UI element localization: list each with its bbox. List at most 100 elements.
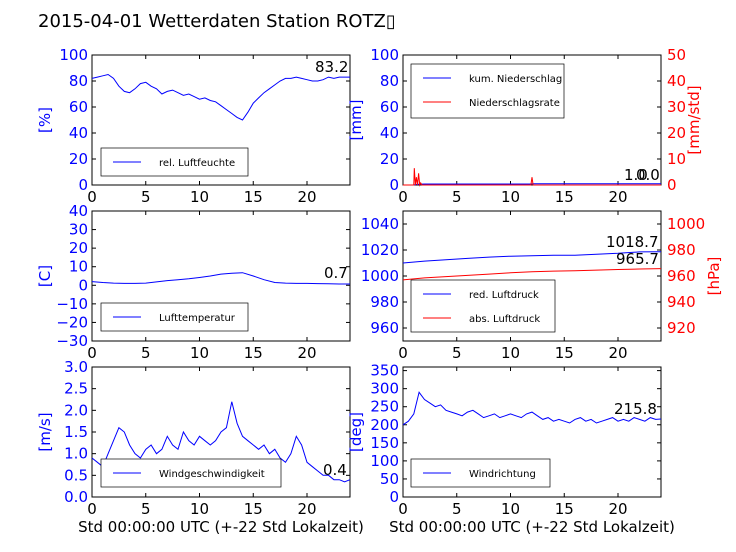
series-line-humidity-0 bbox=[91, 73, 350, 121]
y-tick-label: 100 bbox=[370, 46, 399, 64]
y-tick-label: 1020 bbox=[361, 241, 399, 259]
y-tick-label: 0 bbox=[78, 176, 88, 194]
x-tick-label: 10 bbox=[501, 500, 520, 518]
chart-title: 2015-04-01 Wetterdaten Station ROTZ▯ bbox=[38, 11, 396, 32]
series-line-pressure-1 bbox=[402, 268, 662, 281]
legend-label: rel. Luftfeuchte bbox=[159, 158, 235, 169]
x-tick-label: 20 bbox=[608, 344, 627, 362]
y-tick-label: 0.0 bbox=[64, 488, 88, 506]
chart-panel-humidity: 0 5 10 15 20 0 20 40 60 80 100 [%] rel. Luftfeuchte 8… bbox=[36, 46, 351, 206]
y-tick-label: 20 bbox=[380, 150, 399, 168]
y-tick-label: 100 bbox=[59, 46, 88, 64]
x-tick-label: 15 bbox=[555, 188, 574, 206]
x-tick-label: 5 bbox=[141, 500, 151, 518]
series-line-wind-0 bbox=[91, 401, 351, 483]
y-tick-label: −30 bbox=[56, 332, 88, 350]
y-tick-label: 30 bbox=[69, 221, 88, 239]
readout-value: 0.7 bbox=[324, 264, 348, 282]
y-tick-label: 60 bbox=[69, 98, 88, 116]
x-tick-label: 5 bbox=[141, 344, 151, 362]
x-tick-label: 15 bbox=[555, 344, 574, 362]
readout-value: 0.4 bbox=[323, 461, 347, 479]
y-tick-label: 250 bbox=[370, 398, 399, 416]
series-line-direction-0 bbox=[402, 391, 662, 426]
y-tick-label: 1000 bbox=[361, 267, 399, 285]
y-axis-label: [C] bbox=[36, 265, 54, 287]
x-tick-label: 0 bbox=[87, 344, 97, 362]
y2-tick-label: 20 bbox=[667, 124, 686, 142]
y-axis-label: [m/s] bbox=[36, 412, 54, 451]
legend-label: abs. Luftdruck bbox=[469, 314, 540, 325]
x-tick-label: 15 bbox=[555, 500, 574, 518]
x-tick-label: 5 bbox=[452, 500, 462, 518]
x-tick-label: 0 bbox=[87, 188, 97, 206]
x-tick-label: 0 bbox=[398, 500, 408, 518]
y2-tick-label: 0 bbox=[667, 176, 677, 194]
legend-label: Lufttemperatur bbox=[159, 313, 236, 324]
series-line-pressure-0 bbox=[402, 251, 662, 264]
legend-label: Windrichtung bbox=[469, 469, 536, 480]
x-axis-label: Std 00:00:00 UTC (+-22 Std Lokalzeit) bbox=[389, 518, 675, 536]
y2-tick-label: 980 bbox=[667, 241, 696, 259]
series-line-precip-1 bbox=[403, 168, 661, 187]
y2-tick-label: 960 bbox=[667, 267, 696, 285]
x-tick-label: 5 bbox=[452, 344, 462, 362]
y-tick-label: −20 bbox=[56, 313, 88, 331]
y-tick-label: 200 bbox=[370, 416, 399, 434]
x-tick-label: 5 bbox=[141, 188, 151, 206]
readout-value: 0.0 bbox=[636, 166, 660, 184]
x-tick-label: 10 bbox=[190, 188, 209, 206]
y2-tick-label: 50 bbox=[667, 46, 686, 64]
x-axis-label: Std 00:00:00 UTC (+-22 Std Lokalzeit) bbox=[78, 518, 364, 536]
y2-tick-label: 920 bbox=[667, 319, 696, 337]
y-tick-label: 1.5 bbox=[64, 423, 88, 441]
y-tick-label: 50 bbox=[380, 470, 399, 488]
y-axis-label: [deg] bbox=[347, 412, 365, 452]
y-tick-label: 80 bbox=[69, 72, 88, 90]
chart-panel-pressure: 0 5 10 15 20 960 980 1000 1020 1040 920 940 960 980 10… bbox=[361, 210, 723, 362]
x-tick-label: 15 bbox=[244, 500, 263, 518]
x-tick-label: 20 bbox=[297, 188, 316, 206]
legend-box bbox=[410, 63, 565, 119]
y-tick-label: 80 bbox=[380, 72, 399, 90]
readout-value: 1.0 bbox=[624, 166, 648, 184]
y-tick-label: 0 bbox=[389, 488, 399, 506]
y-tick-label: 20 bbox=[69, 150, 88, 168]
readout-value: 83.2 bbox=[315, 58, 348, 76]
y-tick-label: 0 bbox=[78, 276, 88, 294]
x-tick-label: 10 bbox=[190, 500, 209, 518]
legend-label: red. Luftdruck bbox=[469, 290, 539, 301]
readout-value: 1018.7 bbox=[606, 233, 659, 251]
y2-tick-label: 30 bbox=[667, 98, 686, 116]
y2-tick-label: 940 bbox=[667, 293, 696, 311]
y2-tick-label: 40 bbox=[667, 72, 686, 90]
x-tick-label: 5 bbox=[452, 188, 462, 206]
y-tick-label: 2.0 bbox=[64, 401, 88, 419]
x-tick-label: 10 bbox=[501, 344, 520, 362]
y-tick-label: 1.0 bbox=[64, 445, 88, 463]
x-tick-label: 0 bbox=[398, 188, 408, 206]
y-axis-label: [%] bbox=[36, 107, 54, 133]
x-tick-label: 20 bbox=[608, 188, 627, 206]
chart-panel-precip: 0 5 10 15 20 0 20 40 60 80 100 0 10 20 30 40 50 [mm] [mm/s… bbox=[347, 46, 703, 206]
x-tick-label: 15 bbox=[244, 188, 263, 206]
legend-box bbox=[100, 147, 249, 177]
readout-value: 965.7 bbox=[616, 250, 659, 268]
x-tick-label: 15 bbox=[244, 344, 263, 362]
y-axis-label: [mm] bbox=[347, 100, 365, 141]
y-tick-label: 3.0 bbox=[64, 358, 88, 376]
x-tick-label: 0 bbox=[87, 500, 97, 518]
series-line-temp-0 bbox=[91, 272, 350, 285]
y-tick-label: 0 bbox=[389, 176, 399, 194]
legend-box bbox=[410, 279, 556, 333]
y-tick-label: 350 bbox=[370, 362, 399, 380]
y-tick-label: −10 bbox=[56, 295, 88, 313]
readout-value: 215.8 bbox=[614, 400, 657, 418]
y-tick-label: 2.5 bbox=[64, 380, 88, 398]
y-tick-label: 60 bbox=[380, 98, 399, 116]
legend-label: Windgeschwindigkeit bbox=[159, 469, 265, 480]
y-tick-label: 980 bbox=[370, 293, 399, 311]
x-tick-label: 20 bbox=[297, 500, 316, 518]
y-tick-label: 40 bbox=[69, 202, 88, 220]
